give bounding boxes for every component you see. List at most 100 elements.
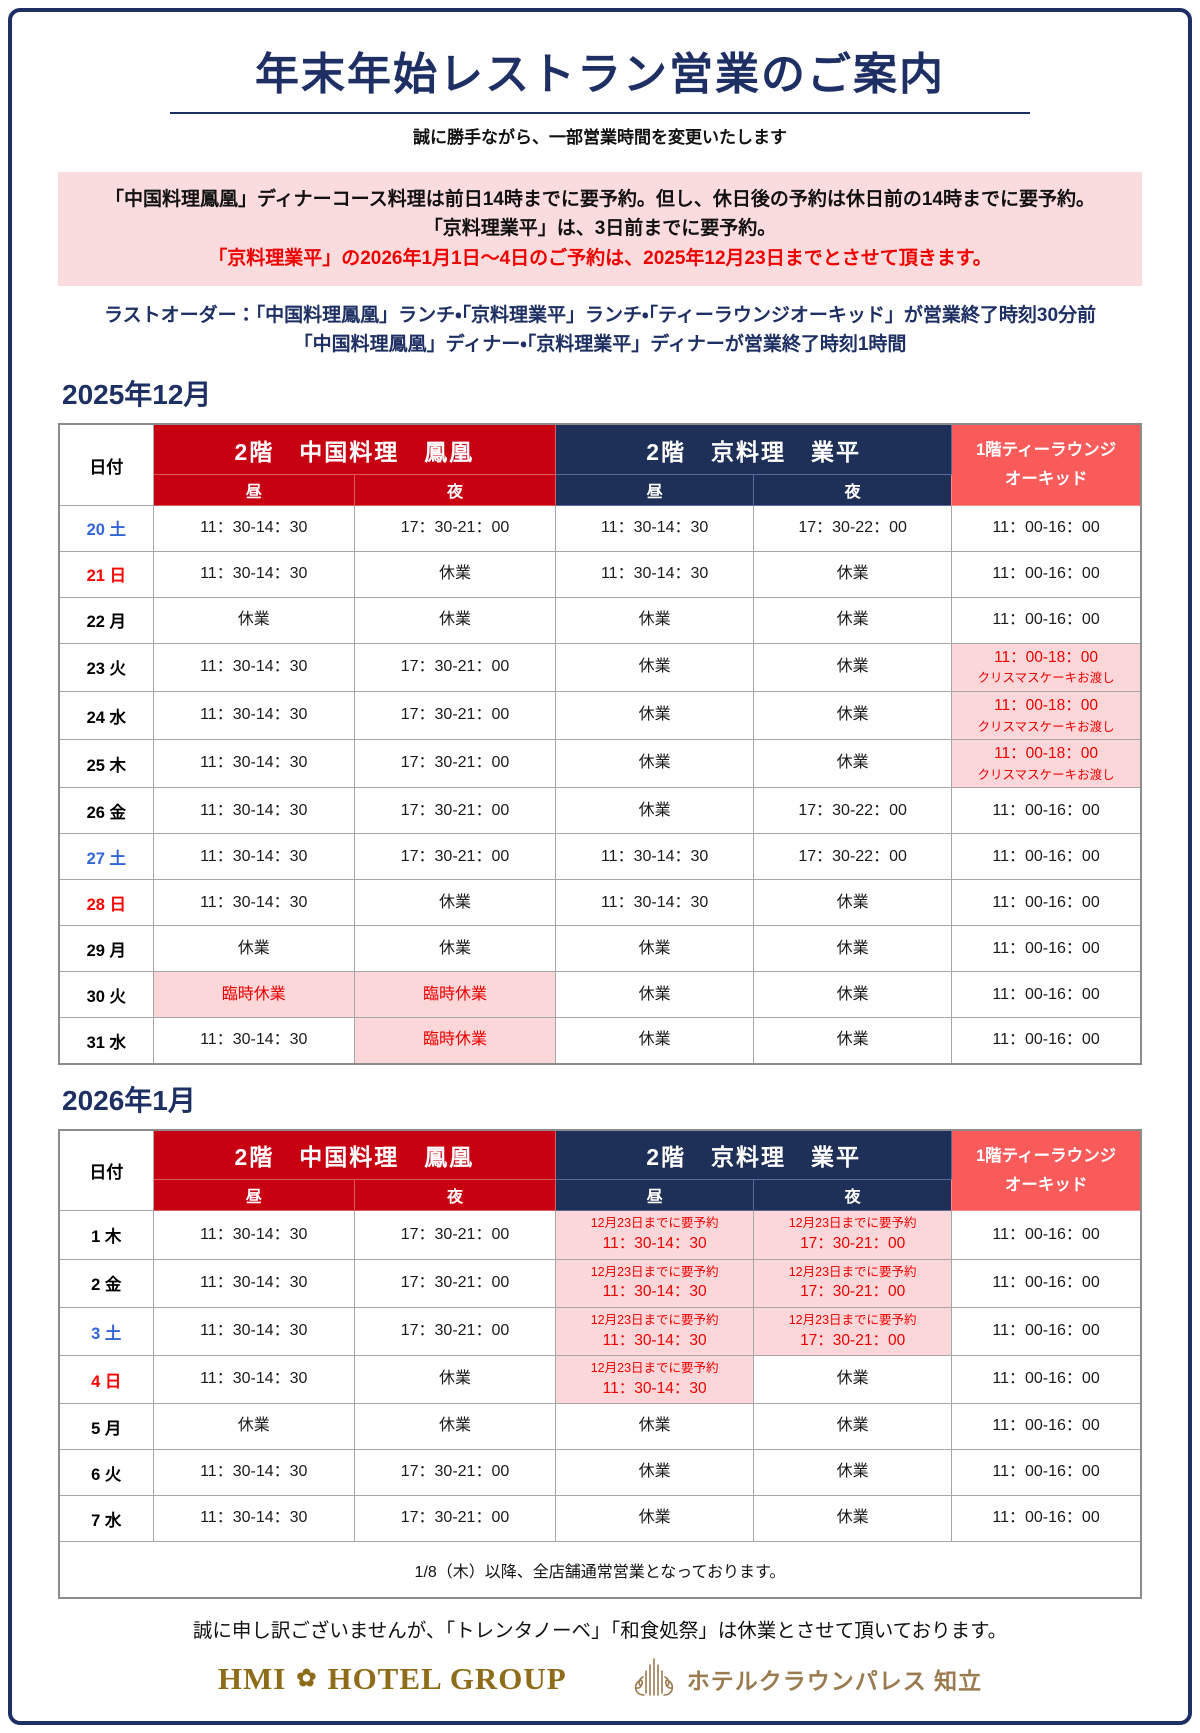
schedule-cell: 休業: [753, 550, 953, 598]
cell-text: 17：30-21：00: [400, 518, 510, 536]
cell-text: 11：00-16：00: [992, 610, 1100, 628]
date-cell: 28 日: [58, 879, 154, 927]
cell-text: 休業: [836, 564, 869, 582]
dinner-subheader: 夜: [753, 1179, 953, 1212]
cell-text: 11：30-14：30: [600, 518, 709, 536]
cell-text: 17：30-21：00: [400, 1273, 510, 1291]
schedule-cell: 休業: [555, 971, 755, 1019]
schedule-cell: 17：30-22：00: [753, 833, 953, 881]
date-cell: 4 日: [58, 1355, 154, 1405]
cell-text: 11：00-16：00: [992, 847, 1100, 865]
schedule-cell: 11：30-14：30: [152, 1210, 355, 1260]
cell-text: 11：30-14：30: [602, 1283, 707, 1301]
date-cell: 26 金: [58, 787, 154, 835]
schedule-cell: 11：00-18：00 クリスマスケーキお渡し: [951, 642, 1142, 693]
schedule-cell: 11：00-16：00: [951, 1017, 1142, 1065]
schedule-cell: 11：00-18：00 クリスマスケーキお渡し: [951, 691, 1142, 741]
schedule-cell: 11：00-16：00: [951, 971, 1142, 1019]
cell-text: 休業: [638, 1509, 671, 1527]
cell-text: 11：30-14：30: [600, 893, 709, 911]
cell-text: 休業: [438, 893, 471, 911]
cell-text: 12月23日までに要予約: [590, 1312, 719, 1327]
schedule-cell: 17：30-21：00: [353, 833, 557, 881]
schedule-cell: 17：30-21：00: [353, 691, 557, 741]
schedule-row: 2 金 11：30-14：30 17：30-21：00 12月23日までに要予約 11：…: [58, 1258, 1142, 1308]
notice-line: 「京料理業平」は、3日前までに要予約。: [423, 218, 777, 240]
date-cell: 29 月: [58, 925, 154, 973]
schedule-cell: 休業: [152, 925, 355, 973]
lounge-header: 1階ティーラウンジ オーキッド: [951, 1129, 1142, 1212]
cell-text: 11：30-14：30: [602, 1331, 707, 1349]
cell-text: 休業: [638, 939, 671, 957]
cell-text: 休業: [836, 893, 869, 911]
schedule-cell: 11：30-14：30: [152, 691, 355, 741]
lunch-subheader: 昼: [555, 1179, 755, 1212]
cell-text: 11：30-14：30: [200, 518, 308, 536]
schedule-cell: 休業: [753, 925, 953, 973]
schedule-cell: 休業: [753, 739, 953, 789]
cell-text: クリスマスケーキお渡し: [977, 767, 1115, 782]
cell-text: 11：30-14：30: [600, 847, 709, 865]
cell-text: 12月23日までに要予約: [788, 1264, 917, 1279]
schedule-cell: 17：30-21：00: [353, 739, 557, 789]
dinner-subheader: 夜: [353, 1179, 557, 1212]
schedule-cell: 休業: [152, 596, 355, 644]
schedule-cell: 11：30-14：30: [555, 879, 755, 927]
crown-palace-logo: ホテルクラウンパレス 知立: [631, 1655, 982, 1703]
schedule-cell: 11：30-14：30: [152, 504, 355, 552]
schedule-row: 1 木 11：30-14：30 17：30-21：00 12月23日までに要予約 11：…: [58, 1210, 1142, 1260]
cell-text: 休業: [836, 939, 869, 957]
schedule-cell: 17：30-21：00: [353, 1306, 557, 1357]
cell-text: 11：30-14：30: [200, 847, 308, 865]
schedule-cell: 臨時休業: [152, 971, 355, 1019]
cell-text: 休業: [638, 1463, 671, 1481]
cell-text: 休業: [836, 1463, 869, 1481]
schedule-row: 31 水 11：30-14：30 臨時休業 休業 休業 11：00-16：00: [58, 1017, 1142, 1065]
cell-text: 11：30-14：30: [200, 1370, 308, 1388]
schedule-cell: 11：30-14：30: [152, 1355, 355, 1405]
cell-text: 12月23日までに要予約: [788, 1216, 917, 1231]
schedule-cell: 17：30-21：00: [353, 1495, 557, 1543]
schedule-cell: 11：30-14：30: [152, 1258, 355, 1308]
schedule-table: 日付 2階 中国料理 鳳凰 2階 京料理 業平 1階ティーラウンジ オーキッド昼夜昼夜 1…: [58, 1128, 1142, 1599]
schedule-cell: 休業: [555, 787, 755, 835]
last-order-note: ラストオーダー：「中国料理鳳凰」ランチ・「京料理業平」ランチ・「ティーラウンジオ…: [58, 302, 1142, 359]
schedule-cell: 11：00-16：00: [951, 1210, 1142, 1260]
hotel-group-text: HOTEL GROUP: [327, 1660, 567, 1696]
cell-text: 11：30-14：30: [200, 706, 308, 724]
cell-text: 臨時休業: [422, 985, 487, 1003]
schedule-row: 30 火 臨時休業 臨時休業 休業 休業 11：00-16：00: [58, 971, 1142, 1019]
last-order-line: 「中国料理鳳凰」ディナー・「京料理業平」ディナーが営業終了時刻1時間: [293, 333, 907, 355]
cell-text: 休業: [836, 610, 869, 628]
schedule-cell: 17：30-22：00: [753, 787, 953, 835]
schedule-cell: 11：00-16：00: [951, 787, 1142, 835]
schedule-cell: 12月23日までに要予約 17：30-21：00: [753, 1258, 953, 1308]
cell-text: 17：30-21：00: [800, 1331, 906, 1349]
schedule-cell: 17：30-21：00: [353, 504, 557, 552]
hmi-logo-text: HMI: [217, 1660, 287, 1696]
schedule-cell: 12月23日までに要予約 11：30-14：30: [555, 1355, 755, 1405]
cell-text: 17：30-21：00: [400, 847, 510, 865]
restaurant1-header: 2階 中国料理 鳳凰: [152, 1129, 557, 1181]
schedule-cell: 休業: [753, 642, 953, 693]
cell-text: 12月23日までに要予約: [590, 1216, 719, 1231]
schedule-cell: 11：00-16：00: [951, 504, 1142, 552]
schedule-table: 日付 2階 中国料理 鳳凰 2階 京料理 業平 1階ティーラウンジ オーキッド昼夜昼夜 2…: [58, 423, 1142, 1065]
dinner-subheader: 夜: [353, 473, 557, 506]
date-cell: 6 火: [58, 1449, 154, 1497]
cell-text: 17：30-21：00: [400, 706, 510, 724]
cell-text: 休業: [836, 1417, 869, 1435]
cell-text: 11：00-16：00: [992, 801, 1100, 819]
cell-text: 休業: [438, 610, 471, 628]
schedule-cell: 休業: [555, 1017, 755, 1065]
schedule-cell: 休業: [753, 1403, 953, 1451]
schedule-cell: 休業: [152, 1403, 355, 1451]
schedule-row: 27 土 11：30-14：30 17：30-21：00 11：30-14：30 17：…: [58, 833, 1142, 881]
flyer-page: 年末年始レストラン営業のご案内 誠に勝手ながら、一部営業時間を変更いたします 「…: [8, 8, 1192, 1725]
cell-text: 11：30-14：30: [200, 1463, 308, 1481]
cell-text: 17：30-21：00: [800, 1235, 906, 1253]
cell-text: 17：30-21：00: [800, 1283, 906, 1301]
schedule-cell: 11：30-14：30: [152, 833, 355, 881]
schedule-cell: 休業: [753, 971, 953, 1019]
cell-text: 休業: [638, 658, 671, 676]
